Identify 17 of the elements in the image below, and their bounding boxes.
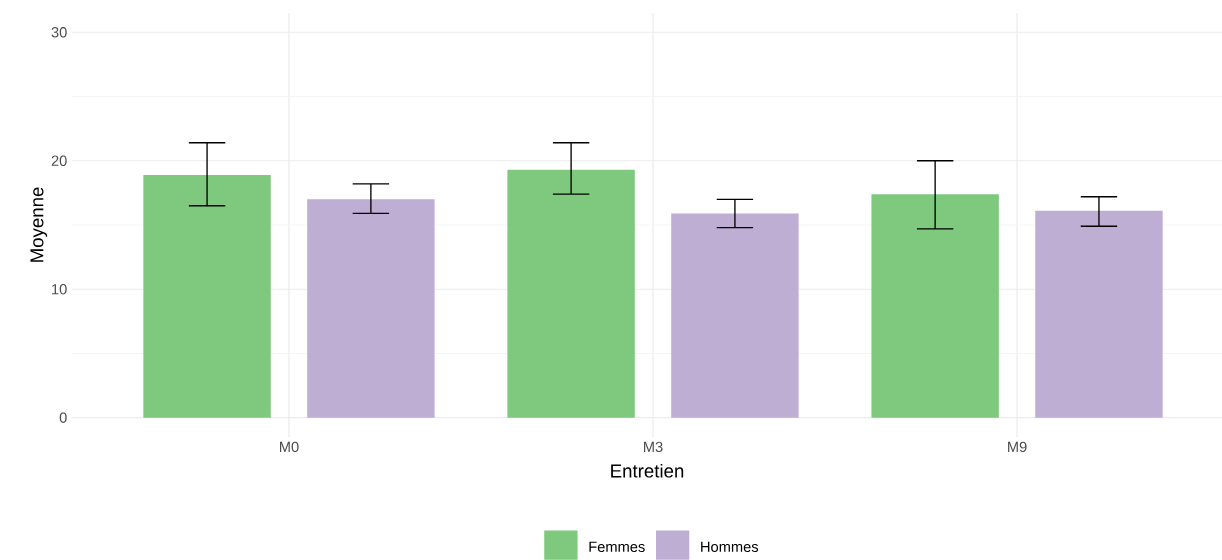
y-tick-label: 20 <box>51 155 67 166</box>
y-axis-title: Moyenne <box>30 187 48 262</box>
bar <box>871 194 999 418</box>
y-tick-label: 0 <box>59 412 67 423</box>
x-axis-title: Entretien <box>611 463 684 478</box>
bar <box>507 169 635 418</box>
legend-label: Hommes <box>701 541 759 552</box>
x-tick-label: M9 <box>1008 441 1027 453</box>
bar <box>143 174 271 418</box>
legend-label: Femmes <box>589 541 645 552</box>
bar <box>671 213 799 418</box>
y-tick-label: 30 <box>51 27 67 38</box>
y-tick-label: 10 <box>52 284 67 295</box>
x-tick-label: M3 <box>644 441 663 453</box>
bar <box>307 199 435 418</box>
x-tick-label: M0 <box>280 441 299 453</box>
bar <box>1035 210 1163 418</box>
